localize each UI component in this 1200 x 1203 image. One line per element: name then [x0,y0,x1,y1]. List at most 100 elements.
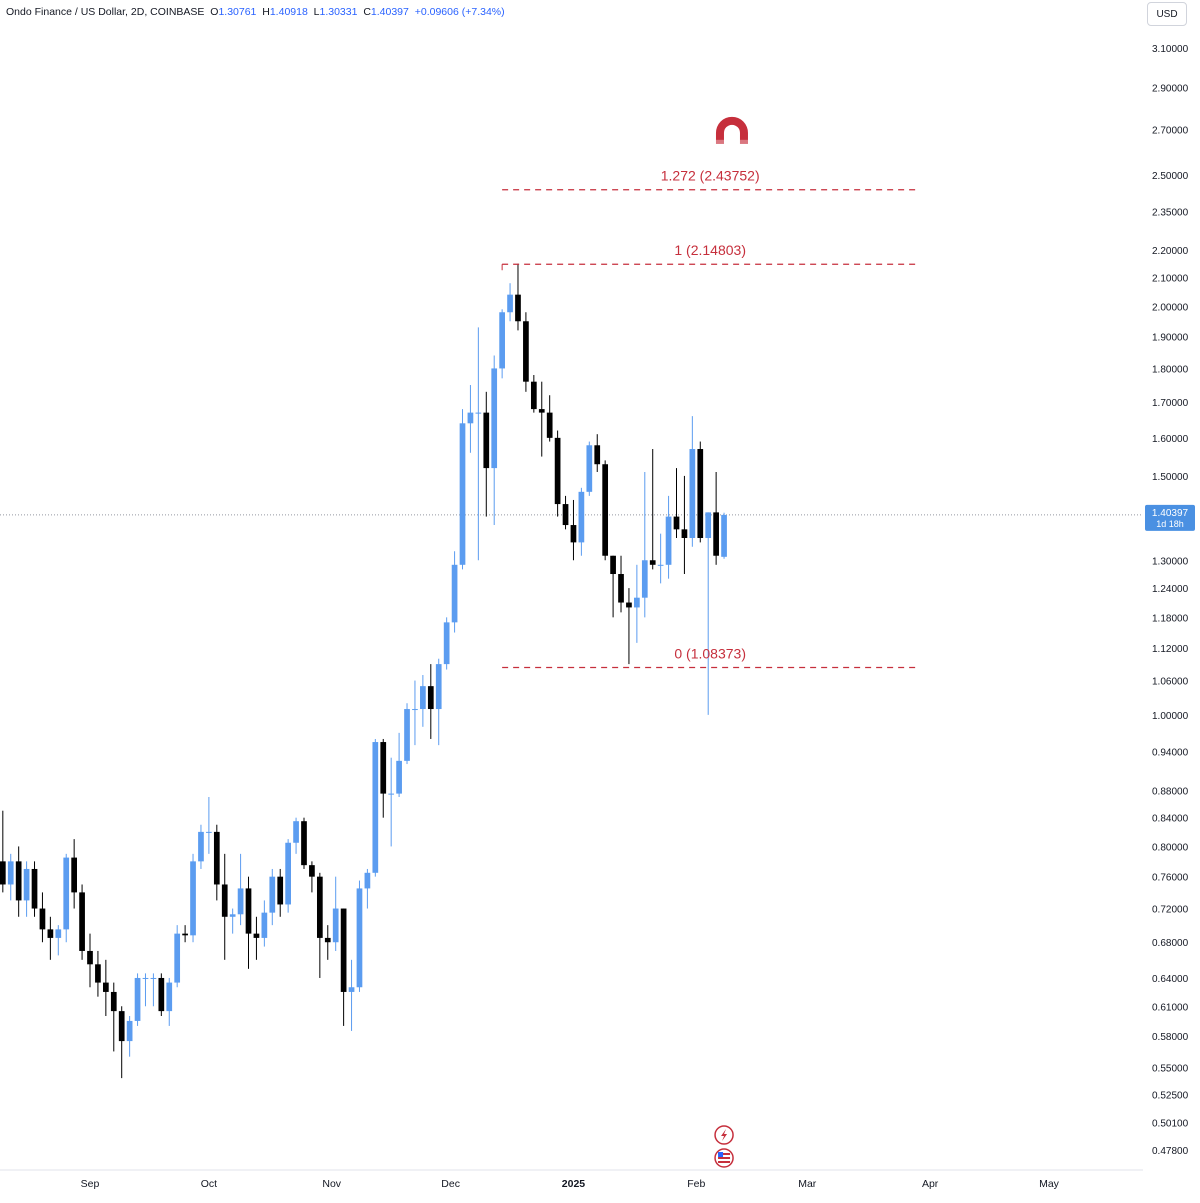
candle-body[interactable] [435,664,442,710]
candle-body[interactable] [285,842,291,905]
candle-body[interactable] [475,412,482,414]
candle-body[interactable] [39,908,46,930]
candle-body[interactable] [427,686,434,710]
candle-body[interactable] [23,868,30,901]
candle-body[interactable] [245,888,252,934]
candle-body[interactable] [71,857,78,893]
candle-body[interactable] [641,560,648,598]
candle-body[interactable] [293,821,299,843]
candle-body[interactable] [420,686,426,710]
candle-body[interactable] [174,933,181,983]
candle-body[interactable] [546,412,553,438]
candle-body[interactable] [324,937,331,943]
candle-body[interactable] [721,514,727,557]
candle-body[interactable] [689,449,696,539]
candle-body[interactable] [610,555,616,575]
candle-body[interactable] [649,560,656,565]
candle-body[interactable] [158,977,165,1012]
candle-body[interactable] [47,929,54,938]
candle-body[interactable] [713,512,719,556]
candle-body[interactable] [261,912,268,938]
candle-body[interactable] [63,857,70,930]
candle-body[interactable] [134,977,141,1021]
candle-body[interactable] [443,622,450,665]
candle-body[interactable] [507,294,513,313]
candle-body[interactable] [594,445,601,465]
candle-body[interactable] [673,516,680,530]
candle-body[interactable] [523,321,529,382]
candle-body[interactable] [95,964,101,983]
candle-body[interactable] [626,602,632,608]
candle-body[interactable] [538,409,545,413]
candle-body[interactable] [229,914,236,917]
candle-body[interactable] [221,884,228,917]
candle-body[interactable] [31,868,38,909]
candle-body[interactable] [412,709,418,711]
candle-body[interactable] [380,742,387,794]
candle-body[interactable] [467,412,474,424]
candle-body[interactable] [665,516,672,565]
candle-body[interactable] [118,1011,125,1042]
candle-body[interactable] [657,564,664,566]
price-axis[interactable] [1143,0,1200,1198]
candle-body[interactable] [340,908,347,992]
symbol-title[interactable]: Ondo Finance / US Dollar, 2D, COINBASE [6,6,205,18]
candle-body[interactable] [316,876,323,938]
candle-body[interactable] [79,892,85,951]
candle-body[interactable] [87,950,93,965]
candle-body[interactable] [459,423,466,565]
candle-body[interactable] [126,1020,133,1042]
candle-body[interactable] [530,381,537,410]
candle-body[interactable] [55,929,62,938]
candle-body[interactable] [198,831,204,862]
candle-body[interactable] [586,445,593,492]
candle-body[interactable] [499,312,505,369]
us-flag-icon[interactable] [714,1148,734,1168]
candle-body[interactable] [602,464,609,556]
candle-body[interactable] [15,861,22,901]
candle-body[interactable] [332,908,339,943]
candle-body[interactable] [451,564,458,623]
candle-body[interactable] [562,504,569,526]
candle-body[interactable] [578,491,585,543]
candle-body[interactable] [102,982,109,992]
candle-body[interactable] [570,525,577,543]
candle-body[interactable] [269,876,276,913]
candle-body[interactable] [404,709,410,761]
candle-body[interactable] [7,861,14,885]
candle-body[interactable] [396,760,402,794]
candle-body[interactable] [142,977,149,979]
candle-body[interactable] [634,597,640,608]
candle-body[interactable] [483,412,490,469]
candle-body[interactable] [348,987,355,992]
candle-body[interactable] [0,861,6,885]
candle-body[interactable] [213,831,220,885]
candle-body[interactable] [705,512,712,539]
lightning-icon[interactable] [714,1125,734,1145]
candle-body[interactable] [110,991,117,1012]
candle-body[interactable] [356,888,363,988]
candle-body[interactable] [253,933,260,938]
currency-button[interactable]: USD [1147,2,1187,26]
candle-body[interactable] [309,865,315,877]
candle-body[interactable] [182,933,188,936]
candle-body[interactable] [190,861,196,936]
candle-body[interactable] [618,574,624,603]
candle-body[interactable] [372,742,379,873]
candle-body[interactable] [515,294,521,322]
candle-body[interactable] [301,821,307,866]
magnet-icon[interactable] [715,116,748,144]
candle-body[interactable] [364,872,371,889]
candle-body[interactable] [554,437,561,505]
candle-body[interactable] [150,977,157,979]
candle-body[interactable] [206,831,212,833]
candle-body[interactable] [388,793,395,795]
candle-body[interactable] [277,876,284,905]
candle-body[interactable] [237,888,244,915]
candle-body[interactable] [697,449,704,539]
candle-body[interactable] [681,529,688,539]
candle-body[interactable] [166,982,173,1012]
candle-body[interactable] [491,368,498,469]
